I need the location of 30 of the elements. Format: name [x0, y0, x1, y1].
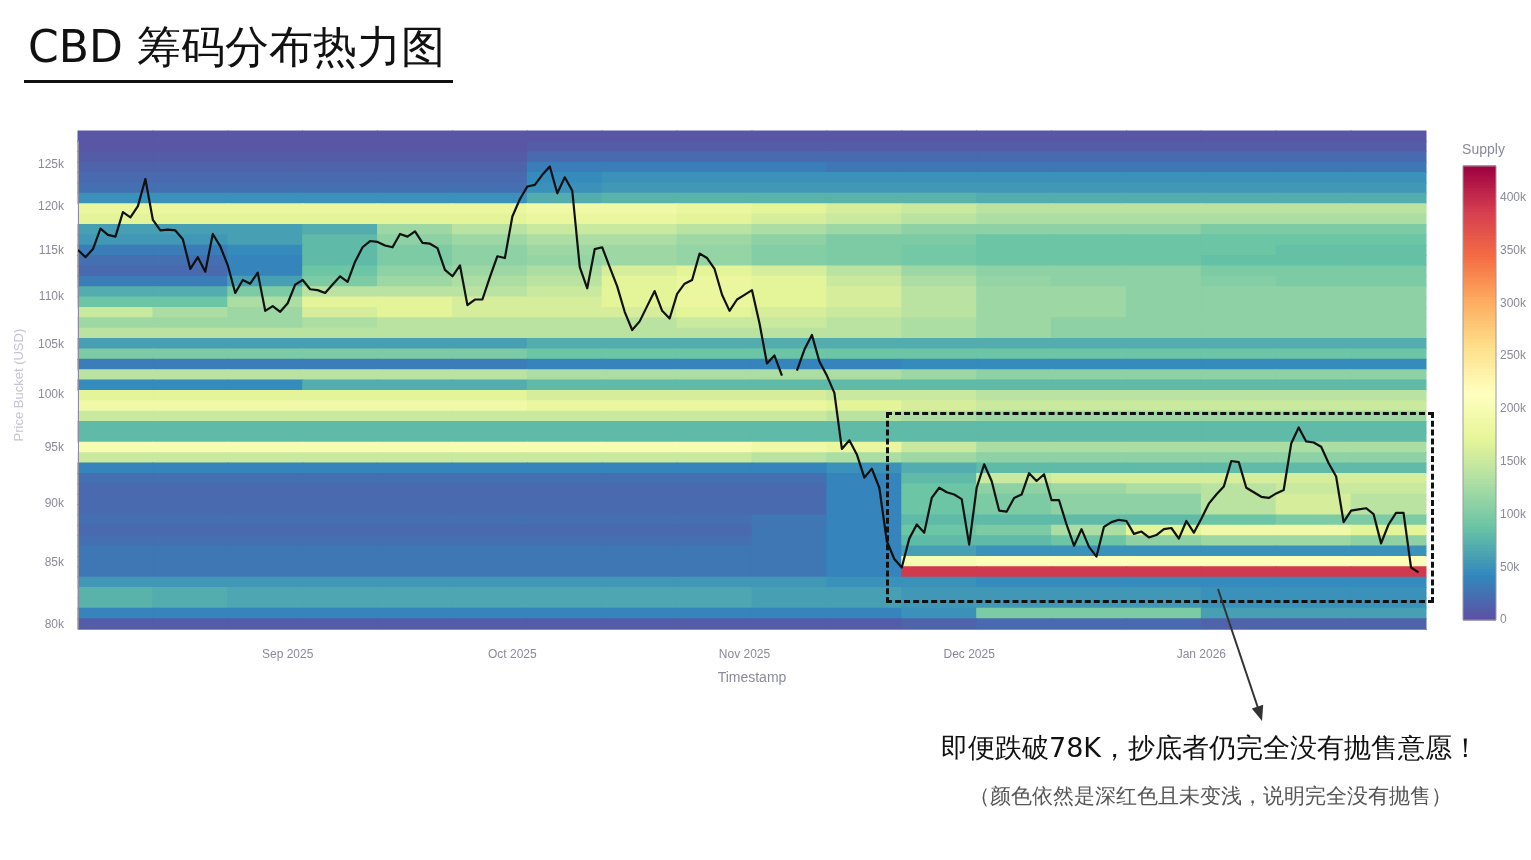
text: （颜色依然是深红色且未变浅，说明完全没有抛售）	[967, 783, 1453, 810]
color-bar-label: 150k	[1500, 453, 1528, 468]
y-tick-label: 115k	[38, 243, 65, 258]
chart-title: CBD 筹码分布热力图	[24, 18, 453, 83]
x-tick-label: Dec 2025	[943, 646, 996, 661]
color-bar-label: 400k	[1500, 189, 1528, 204]
y-tick-label: 95k	[44, 440, 65, 455]
color-bar-label: 250k	[1500, 348, 1528, 363]
y-axis-title: Price Bucket (USD)	[11, 328, 27, 442]
y-tick-label: 120k	[37, 199, 65, 214]
x-tick-label: Nov 2025	[718, 646, 771, 661]
color-bar-title: Supply	[1462, 140, 1505, 157]
y-tick-label: 80k	[44, 617, 65, 632]
color-bar-label: 200k	[1500, 401, 1528, 416]
text: 即便跌破78K，抄底者仍完全没有抛售意愿！	[939, 731, 1481, 765]
color-bar-label: 350k	[1500, 242, 1528, 257]
x-tick-label: Jan 2026	[1176, 646, 1227, 661]
y-tick-label: 90k	[44, 495, 65, 510]
x-tick-label: Sep 2025	[261, 646, 314, 661]
y-tick-label: 125k	[37, 157, 65, 172]
x-axis-title: Timestamp	[717, 669, 787, 686]
color-bar-label: 0	[1500, 612, 1507, 627]
y-tick-label: 105k	[37, 336, 65, 351]
color-bar-label: 100k	[1500, 506, 1528, 521]
x-tick-label: Oct 2025	[488, 646, 538, 661]
color-bar-label: 300k	[1500, 295, 1528, 310]
color-bar-label: 50k	[1500, 559, 1521, 574]
y-tick-label: 100k	[37, 387, 65, 402]
y-tick-label: 85k	[44, 554, 65, 569]
y-tick-label: 110k	[38, 289, 65, 304]
